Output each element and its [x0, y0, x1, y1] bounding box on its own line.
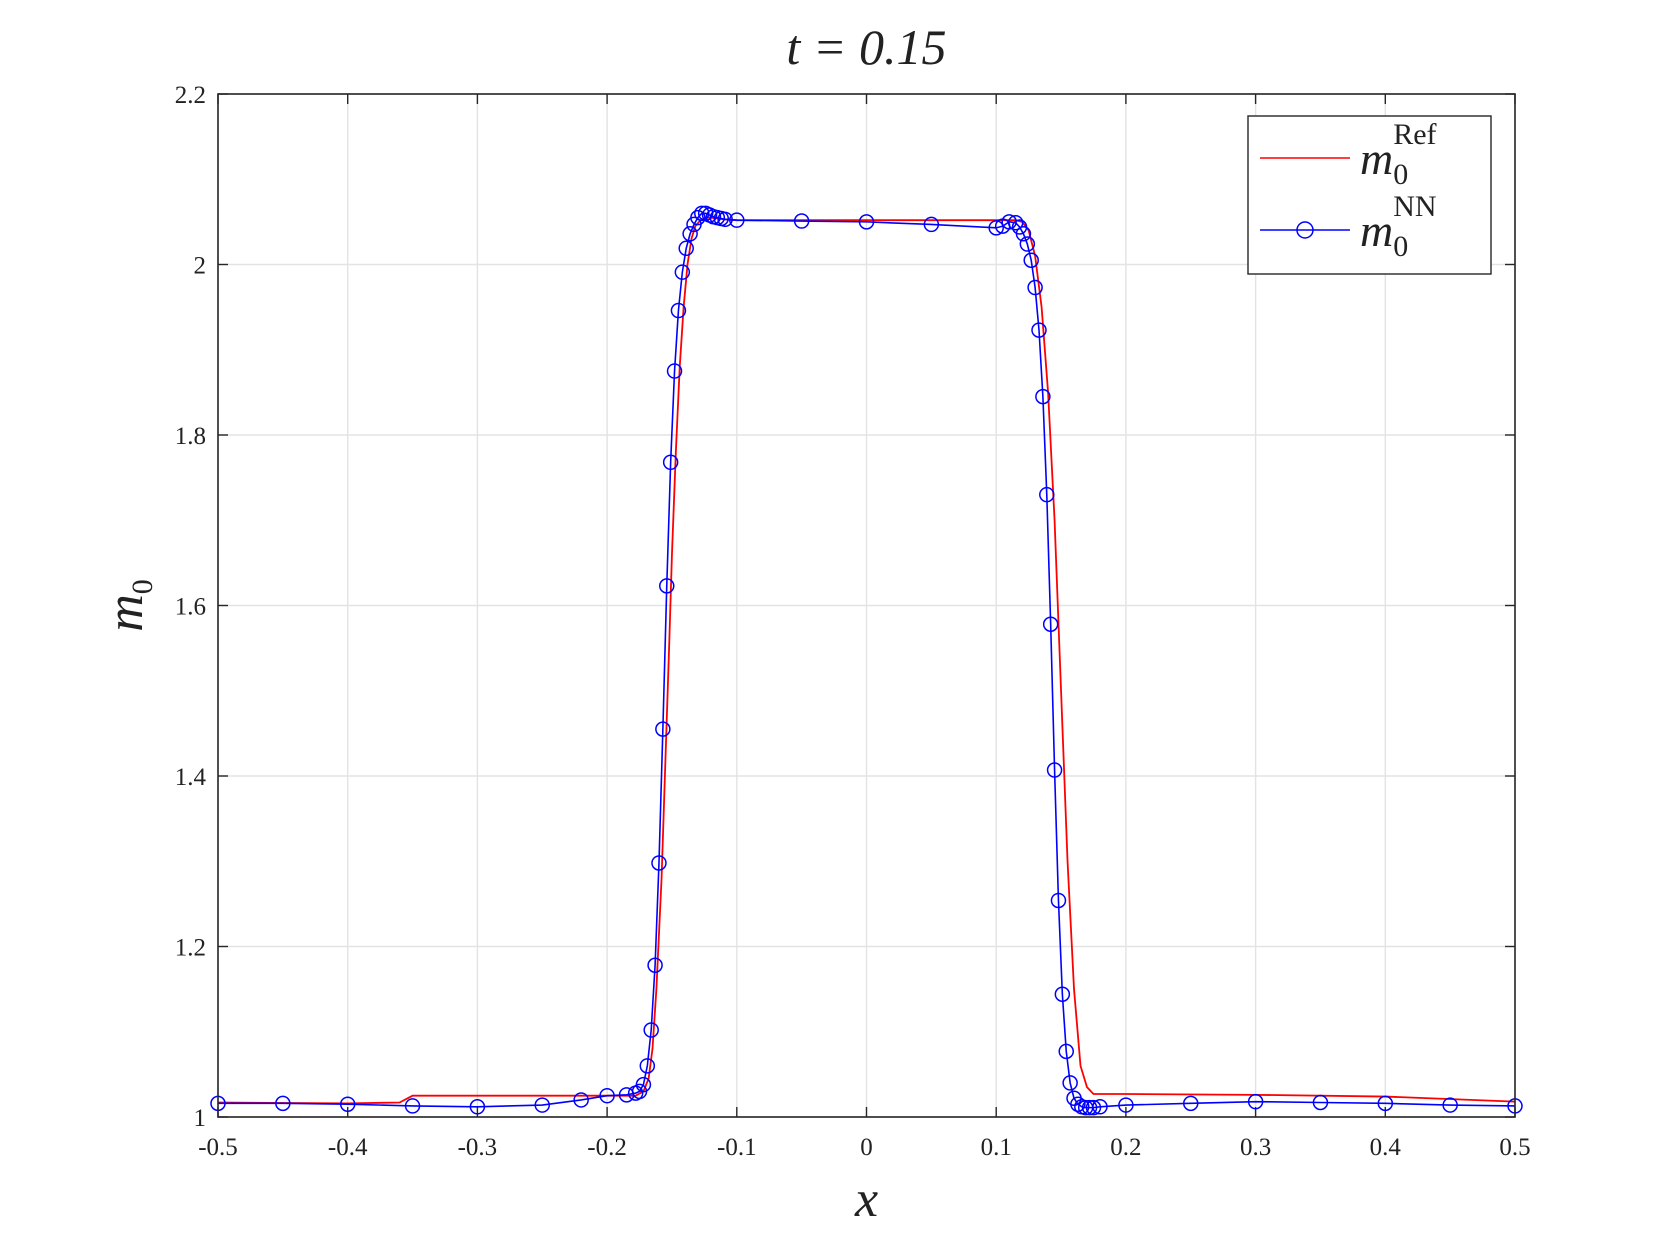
- data-point-marker: [729, 212, 745, 228]
- y-tick-label: 1.8: [175, 423, 206, 450]
- data-point-marker: [599, 1087, 615, 1104]
- data-point-marker: [339, 1096, 356, 1112]
- data-point-marker: [1092, 1099, 1108, 1115]
- x-axis-label: x: [854, 1171, 878, 1228]
- x-tick-label: -0.1: [717, 1134, 757, 1161]
- data-point-marker: [793, 213, 810, 229]
- x-tick-label: 0.1: [981, 1134, 1012, 1161]
- y-axis-label: m0: [97, 579, 159, 632]
- data-point-marker: [923, 216, 940, 233]
- data-point-marker: [1081, 1099, 1098, 1116]
- data-point-marker: [678, 240, 694, 257]
- data-point-marker: [662, 454, 679, 471]
- legend-marker-swatch: [1296, 221, 1314, 239]
- data-point-marker: [404, 1098, 421, 1114]
- data-point-marker: [1023, 252, 1039, 268]
- data-point-marker: [639, 1058, 656, 1074]
- y-axis-label-subscript: 0: [126, 579, 159, 594]
- data-point-marker: [1054, 986, 1071, 1002]
- x-tick-label: 0: [860, 1134, 873, 1161]
- data-point-marker: [1050, 892, 1067, 909]
- y-tick-label: 1.6: [175, 594, 206, 621]
- tick-labels: -0.5 -0.4 -0.3 -0.2 -0.1 0 0.1 0.2 0.3 0.4 0.5 1 1.2…: [175, 82, 1531, 1161]
- data-point-marker: [666, 363, 683, 379]
- data-point-marker: [1027, 279, 1043, 296]
- data-point-marker: [1312, 1094, 1329, 1111]
- data-point-marker: [717, 211, 733, 228]
- series-nn: [210, 205, 1523, 1116]
- data-point-marker: [1046, 762, 1063, 778]
- legend-label-subscript: 0: [1393, 158, 1408, 191]
- data-point-marker: [858, 214, 875, 230]
- data-point-marker: [1001, 214, 1017, 230]
- data-point-marker: [682, 226, 698, 242]
- x-tick-label: -0.2: [587, 1134, 627, 1161]
- chart-title: t = 0.15: [786, 19, 946, 75]
- data-point-marker: [1031, 322, 1047, 338]
- data-point-marker: [1442, 1097, 1458, 1113]
- data-point-marker: [275, 1095, 291, 1112]
- data-point-marker: [1377, 1095, 1394, 1112]
- data-point-marker: [647, 957, 663, 974]
- data-point-marker: [655, 721, 671, 737]
- legend-entry-label: m0 Ref: [1360, 118, 1437, 191]
- x-tick-label: -0.4: [328, 1134, 368, 1161]
- data-point-marker: [1007, 214, 1024, 231]
- legend-label-subscript: 0: [1393, 230, 1408, 263]
- data-point-marker: [659, 578, 675, 594]
- data-point-marker: [643, 1022, 659, 1038]
- x-tick-label: 0.5: [1499, 1134, 1530, 1161]
- data-point-marker: [988, 220, 1004, 236]
- y-tick-label: 2: [194, 253, 207, 280]
- data-point-marker: [469, 1099, 486, 1115]
- legend-entry-label: m0 NN: [1360, 190, 1437, 263]
- x-tick-label: 0.3: [1240, 1134, 1271, 1161]
- data-point-marker: [651, 855, 667, 871]
- axes-box: [217, 93, 1516, 1118]
- data-point-marker: [1247, 1093, 1264, 1110]
- y-axis-label-base: m: [97, 594, 154, 632]
- legend-label-base: m: [1360, 205, 1393, 256]
- data-point-marker: [1070, 1096, 1086, 1112]
- data-point-marker: [674, 264, 691, 280]
- x-tick-label: 0.2: [1110, 1134, 1141, 1161]
- x-tick-label: -0.5: [198, 1134, 238, 1161]
- plot-series: [210, 205, 1523, 1116]
- data-point-marker: [635, 1076, 652, 1093]
- data-point-marker: [534, 1097, 550, 1113]
- y-tick-label: 1.2: [175, 935, 206, 962]
- data-point-marker: [690, 209, 706, 226]
- data-point-marker: [1118, 1097, 1134, 1113]
- data-point-marker: [573, 1092, 589, 1108]
- x-tick-label: -0.3: [458, 1134, 498, 1161]
- y-tick-label: 2.2: [175, 82, 206, 109]
- legend-label-base: m: [1360, 133, 1393, 184]
- legend-label-superscript: Ref: [1393, 118, 1436, 151]
- data-point-marker: [1035, 388, 1051, 405]
- data-point-marker: [1039, 486, 1055, 503]
- data-point-marker: [670, 302, 687, 319]
- data-point-marker: [1019, 236, 1036, 252]
- data-point-marker: [1062, 1075, 1078, 1091]
- data-point-marker: [1183, 1095, 1199, 1112]
- data-point-marker: [1042, 616, 1059, 633]
- data-point-marker: [694, 205, 710, 222]
- data-point-marker: [1058, 1043, 1074, 1060]
- legend-box: [1247, 115, 1492, 275]
- x-tick-label: 0.4: [1370, 1134, 1402, 1161]
- y-tick-label: 1: [194, 1105, 207, 1132]
- data-point-marker: [1015, 226, 1032, 242]
- legend-label-superscript: NN: [1393, 190, 1436, 223]
- data-point-marker: [1085, 1099, 1102, 1116]
- y-tick-label: 1.4: [175, 764, 207, 791]
